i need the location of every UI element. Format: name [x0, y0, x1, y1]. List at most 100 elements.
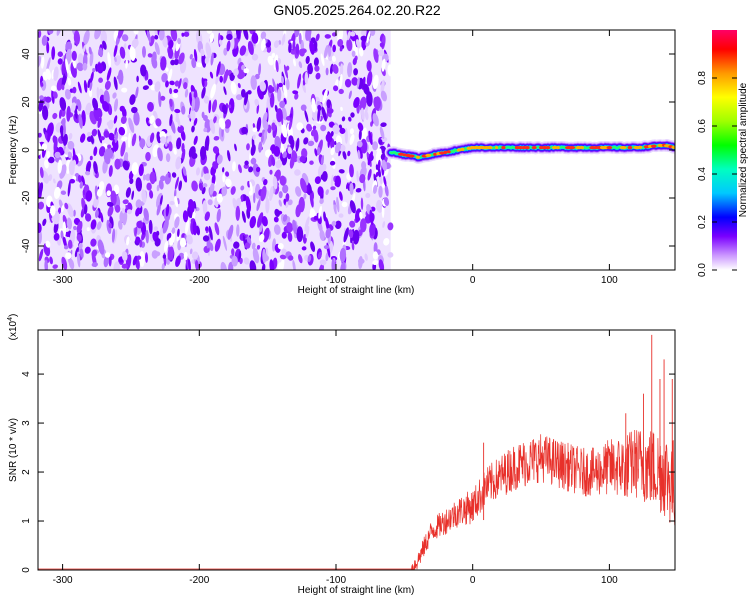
noise-blob: [175, 255, 181, 267]
noise-blob: [100, 30, 108, 45]
noise-blob: [193, 117, 198, 126]
noise-blob: [92, 68, 96, 73]
noise-blob: [359, 211, 363, 220]
noise-blob: [173, 147, 177, 155]
noise-blob: [375, 164, 381, 178]
noise-blob: [358, 129, 362, 141]
noise-blob: [145, 229, 149, 244]
signal-peak: [439, 151, 445, 155]
noise-blob: [65, 252, 72, 260]
noise-blob: [324, 34, 331, 39]
noise-blob: [364, 253, 368, 261]
y-tick-label: 4: [21, 371, 32, 377]
spectrogram-y-label: Frequency (Hz): [8, 116, 19, 185]
y-tick-label: -40: [21, 238, 32, 253]
noise-blob: [67, 180, 71, 197]
noise-blob: [110, 190, 117, 206]
noise-blob: [245, 196, 252, 213]
noise-blob: [38, 55, 42, 68]
noise-blob: [113, 56, 117, 63]
noise-blob: [179, 237, 186, 248]
noise-blob: [383, 197, 390, 207]
noise-blob: [332, 124, 340, 135]
noise-blob: [145, 151, 151, 162]
noise-blob: [387, 252, 394, 258]
noise-blob: [106, 201, 114, 207]
noise-blob: [47, 129, 52, 143]
noise-blob: [378, 259, 385, 270]
noise-blob: [248, 166, 254, 173]
noise-blob: [184, 88, 189, 98]
noise-blob: [106, 67, 112, 81]
noise-blob: [84, 213, 92, 222]
y-tick-label: 1: [21, 518, 32, 524]
noise-blob: [201, 86, 206, 99]
noise-blob: [83, 30, 90, 46]
scale-prefix: (x10: [8, 320, 19, 340]
noise-blob: [167, 47, 174, 59]
noise-blob: [156, 184, 160, 192]
noise-blob: [301, 246, 307, 251]
noise-blob: [332, 64, 339, 74]
signal-peak: [545, 146, 551, 150]
noise-blob: [317, 186, 324, 197]
noise-blob: [131, 162, 139, 175]
noise-blob: [108, 165, 113, 177]
noise-blob: [270, 93, 274, 100]
noise-blob: [139, 138, 146, 149]
noise-blob: [369, 212, 375, 223]
signal-peak: [495, 146, 499, 150]
colorbar-label: Normalized spectral amplitude: [738, 82, 749, 217]
snr-line: [38, 429, 675, 570]
signal-peak: [539, 146, 543, 150]
noise-blob: [169, 98, 173, 107]
noise-blob: [220, 261, 228, 270]
noise-blob: [230, 37, 235, 50]
noise-blob: [114, 141, 119, 152]
noise-blob: [365, 192, 371, 199]
noise-blob: [273, 40, 280, 48]
noise-blob: [334, 141, 337, 145]
noise-blob: [94, 185, 99, 200]
noise-blob: [338, 213, 344, 218]
x-tick-label: -300: [53, 575, 73, 586]
noise-blob: [61, 84, 65, 91]
noise-blob: [338, 124, 343, 129]
noise-blob: [196, 62, 203, 68]
noise-blob: [381, 58, 386, 72]
noise-blob: [135, 236, 141, 244]
noise-blob: [337, 39, 344, 47]
noise-blob: [356, 76, 360, 89]
noise-blob: [41, 56, 45, 69]
noise-blob: [64, 202, 69, 210]
noise-blob: [39, 95, 44, 100]
noise-blob: [380, 122, 387, 128]
noise-blob: [239, 45, 247, 56]
noise-blob: [234, 143, 237, 152]
signal-peak: [456, 148, 462, 152]
noise-blob: [330, 174, 334, 190]
noise-blob: [249, 260, 257, 270]
noise-blob: [113, 76, 118, 91]
noise-blob: [38, 248, 44, 262]
noise-blob: [281, 123, 288, 138]
noise-blob: [53, 221, 59, 234]
noise-blob: [310, 129, 316, 137]
noise-blob: [117, 30, 125, 39]
noise-blob: [76, 234, 82, 242]
noise-blob: [155, 118, 162, 127]
noise-blob: [310, 241, 316, 252]
noise-blob: [327, 108, 334, 114]
noise-blob: [144, 252, 149, 263]
noise-blob: [292, 259, 296, 270]
noise-blob: [236, 224, 240, 237]
noise-blob: [77, 81, 82, 94]
noise-blob: [235, 205, 241, 221]
noise-blob: [41, 35, 48, 46]
noise-blob: [286, 123, 293, 138]
noise-blob: [96, 62, 104, 74]
noise-blob: [39, 166, 44, 179]
noise-blob: [116, 74, 124, 80]
noise-blob: [372, 141, 379, 151]
noise-blob: [352, 229, 360, 245]
